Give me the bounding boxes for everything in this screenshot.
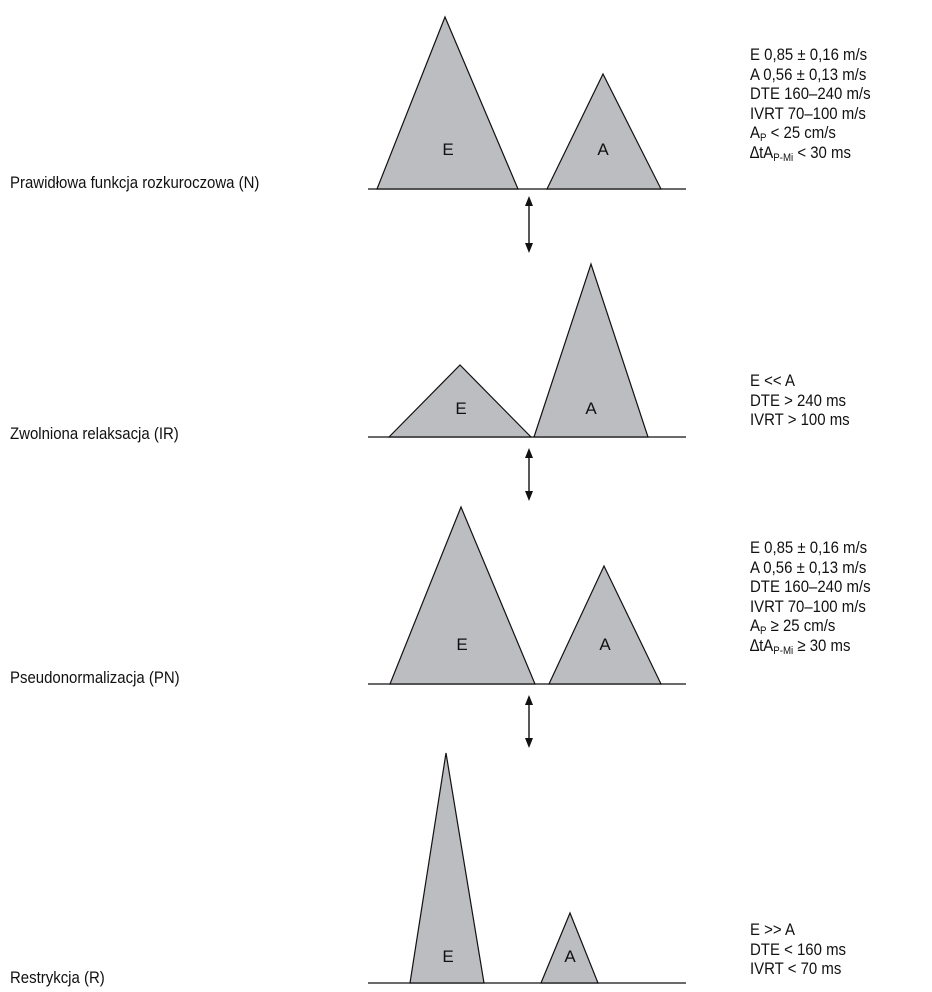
wave-e-ir <box>387 364 533 438</box>
params-n: E 0,85 ± 0,16 m/s A 0,56 ± 0,13 m/s DTE … <box>750 45 871 164</box>
param-line: DTE < 160 ms <box>750 939 847 959</box>
wave-label-a-n: A <box>597 140 609 159</box>
wave-label-e-n: E <box>442 140 453 159</box>
wave-e-pn <box>389 505 536 685</box>
wave-a-n <box>546 72 662 190</box>
double-arrow-icon <box>525 196 533 253</box>
wave-label-a-pn: A <box>599 635 611 654</box>
wave-label-a-r: A <box>564 947 576 966</box>
pattern-label-n: Prawidłowa funkcja rozkuroczowa (N) <box>10 173 260 192</box>
param-line: AP < 25 cm/s <box>750 123 836 144</box>
double-arrow-icon <box>525 695 533 748</box>
params-pn: E 0,85 ± 0,16 m/s A 0,56 ± 0,13 m/s DTE … <box>750 538 871 657</box>
param-line: ∆tAP-Mi < 30 ms <box>750 142 851 164</box>
param-line: DTE 160–240 m/s <box>750 84 871 103</box>
param-line: IVRT > 100 ms <box>750 410 850 429</box>
param-line: IVRT 70–100 m/s <box>750 103 866 123</box>
wave-a-r <box>540 911 599 984</box>
param-line: DTE 160–240 m/s <box>750 577 871 596</box>
param-line: E >> A <box>750 920 795 939</box>
param-line: A 0,56 ± 0,13 m/s <box>750 64 867 84</box>
wave-e-r <box>409 752 485 984</box>
param-line: IVRT 70–100 m/s <box>750 596 866 616</box>
param-line: E 0,85 ± 0,16 m/s <box>750 45 868 64</box>
wave-label-a-ir: A <box>585 399 597 418</box>
pattern-label-ir: Zwolniona relaksacja (IR) <box>10 424 179 443</box>
param-line: E << A <box>750 371 795 390</box>
param-line: DTE > 240 ms <box>750 390 847 410</box>
param-line: ∆tAP-Mi ≥ 30 ms <box>750 635 851 657</box>
param-line: A 0,56 ± 0,13 m/s <box>750 557 867 577</box>
param-line: AP ≥ 25 cm/s <box>750 616 836 637</box>
pattern-label-r: Restrykcja (R) <box>10 968 105 987</box>
wave-label-e-ir: E <box>455 399 466 418</box>
wave-a-ir <box>533 262 649 438</box>
param-line: IVRT < 70 ms <box>750 959 842 978</box>
wave-e-n <box>376 15 519 190</box>
param-line: E 0,85 ± 0,16 m/s <box>750 538 868 557</box>
wave-label-e-r: E <box>442 947 453 966</box>
params-r: E >> A DTE < 160 ms IVRT < 70 ms <box>750 920 846 979</box>
wave-label-e-pn: E <box>456 635 467 654</box>
double-arrow-icon <box>525 448 533 501</box>
params-ir: E << A DTE > 240 ms IVRT > 100 ms <box>750 371 850 430</box>
wave-a-pn <box>548 564 662 685</box>
pattern-label-pn: Pseudonormalizacja (PN) <box>10 668 180 687</box>
